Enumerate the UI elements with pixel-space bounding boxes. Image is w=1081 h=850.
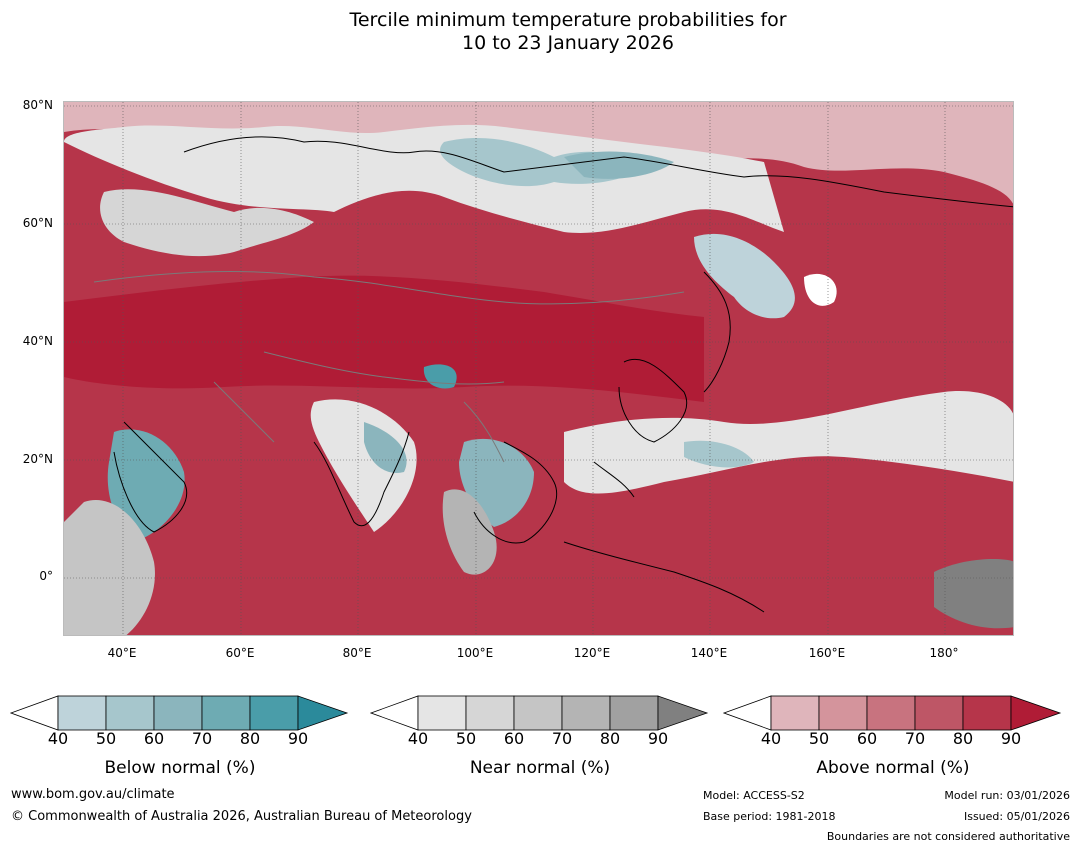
legend-near-normal: 40 50 60 70 80 90 Near normal (%) [369,695,710,778]
near-tick: 70 [551,729,573,748]
legend-above-normal: 40 50 60 70 80 90 Above normal (%) [722,695,1063,778]
near-swatch-1 [417,695,467,731]
lat-label-0: 0° [39,569,53,583]
below-swatch-4 [201,695,251,731]
lat-label-60n: 60°N [22,216,53,230]
above-swatch-3 [866,695,916,731]
legend-above-colorbar [722,695,1062,731]
lon-label-60e: 60°E [225,646,255,660]
above-swatch-0 [722,695,772,731]
above-tick: 50 [808,729,830,748]
near-tick: 80 [599,729,621,748]
below-tick: 80 [239,729,261,748]
below-swatch-3 [153,695,203,731]
legend-below-colorbar [9,695,349,731]
lon-label-120e: 120°E [573,646,611,660]
legend-below-label: Below normal (%) [104,758,256,778]
lat-label-80n: 80°N [22,98,53,112]
near-tick: 50 [455,729,477,748]
base-period-text: Base period: 1981-2018 [703,810,836,823]
model-text: Model: ACCESS-S2 [703,789,805,802]
below-swatch-2 [105,695,155,731]
above-tick: 40 [760,729,782,748]
scandinavia-near [100,189,314,257]
above-swatch-4 [914,695,964,731]
probability-map[interactable] [63,101,1014,636]
equatorial-pacific-near-normal [934,559,1013,629]
issued-text: Issued: 05/01/2026 [963,810,1070,823]
central-asia-strong-above [64,275,704,402]
above-swatch-1 [770,695,820,731]
title-line-2: 10 to 23 January 2026 [462,32,674,54]
below-swatch-0 [9,695,59,731]
coastlines [113,136,1013,613]
near-swatch-6 [657,695,709,731]
malaya-near-normal [442,489,497,575]
copyright-text: © Commonwealth of Australia 2026, Austra… [11,809,472,824]
legend-near-label: Near normal (%) [469,758,611,778]
near-swatch-0 [369,695,419,731]
below-swatch-6 [297,695,349,731]
lon-label-100e: 100°E [456,646,494,660]
lat-label-20n: 20°N [22,452,53,466]
near-tick: 40 [407,729,429,748]
above-swatch-6 [1010,695,1062,731]
near-swatch-3 [513,695,563,731]
near-swatch-4 [561,695,611,731]
below-swatch-1 [57,695,107,731]
near-swatch-5 [609,695,659,731]
below-tick: 60 [143,729,165,748]
near-swatch-2 [465,695,515,731]
country-boundaries [93,271,685,463]
model-run-text: Model run: 03/01/2026 [944,789,1070,802]
far-east-below-normal [694,233,795,319]
map-svg [64,102,1013,635]
india-near-normal [310,399,417,532]
lon-label-160e: 160°E [808,646,846,660]
legend-below-normal: 40 50 60 70 80 90 Below normal (%) [9,695,350,778]
india-below-normal [364,422,407,473]
near-tick: 60 [503,729,525,748]
title-line-1: Tercile minimum temperature probabilitie… [349,9,787,31]
chart-title: Tercile minimum temperature probabilitie… [0,9,1081,55]
lon-label-40e: 40°E [107,646,137,660]
above-tick: 60 [856,729,878,748]
above-tick: 90 [1000,729,1022,748]
below-tick: 90 [287,729,309,748]
pacific-near-normal-belt [564,391,1013,494]
above-swatch-5 [962,695,1012,731]
kamchatka-white [804,273,837,306]
disclaimer-text: Boundaries are not considered authoritat… [826,830,1070,843]
below-swatch-5 [249,695,299,731]
graticule [64,102,1013,635]
below-tick: 50 [95,729,117,748]
above-tick: 80 [952,729,974,748]
below-tick: 70 [191,729,213,748]
legend-near-colorbar [369,695,709,731]
near-tick: 90 [647,729,669,748]
below-tick: 40 [47,729,69,748]
siberia-below-core [564,151,674,179]
above-tick: 70 [904,729,926,748]
pacific-below-patch [684,440,754,468]
lon-label-140e: 140°E [690,646,728,660]
legend-above-label: Above normal (%) [816,758,970,778]
website-link[interactable]: www.bom.gov.au/climate [11,787,175,802]
lon-label-80e: 80°E [342,646,372,660]
lat-label-40n: 40°N [22,334,53,348]
east-africa-near-normal [64,500,155,635]
lon-label-180: 180° [929,646,959,660]
above-swatch-2 [818,695,868,731]
